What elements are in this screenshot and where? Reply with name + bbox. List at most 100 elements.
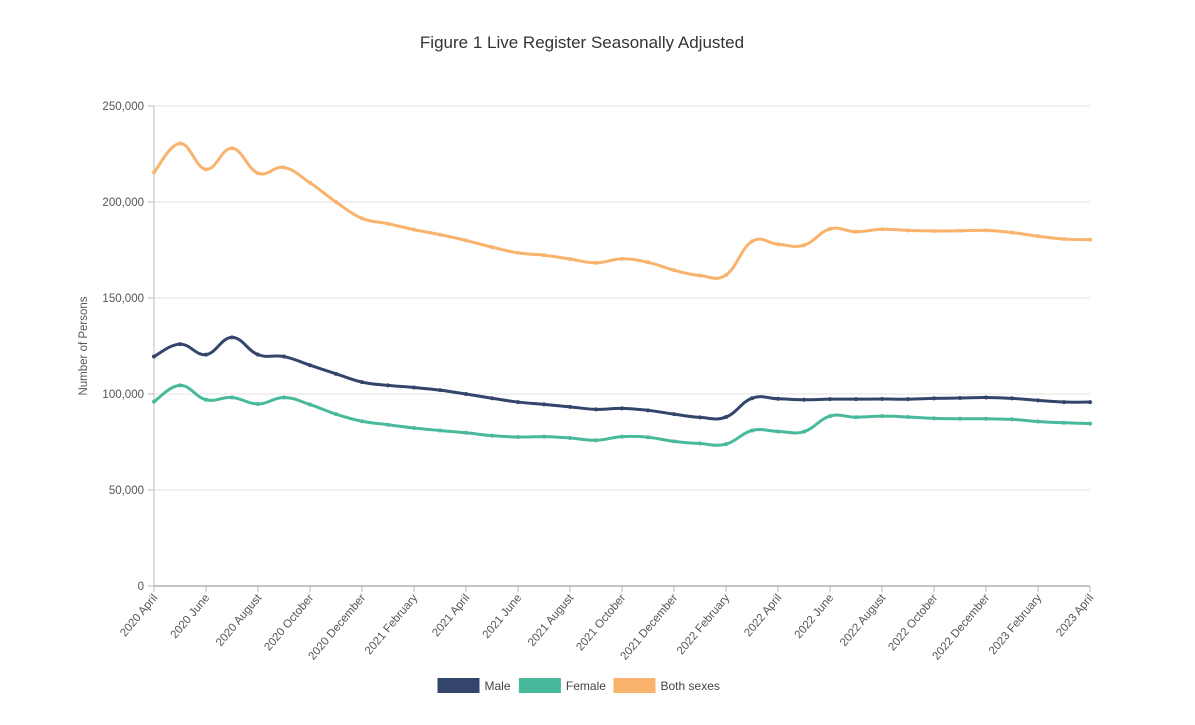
- data-point[interactable]: [1088, 400, 1092, 405]
- data-point[interactable]: [750, 428, 754, 433]
- data-point[interactable]: [984, 228, 988, 233]
- data-point[interactable]: [490, 245, 494, 250]
- data-point[interactable]: [204, 397, 208, 402]
- data-point[interactable]: [672, 439, 676, 444]
- data-point[interactable]: [594, 260, 598, 265]
- data-point[interactable]: [230, 335, 234, 340]
- data-point[interactable]: [880, 396, 884, 401]
- data-point[interactable]: [282, 395, 286, 400]
- data-point[interactable]: [568, 404, 572, 409]
- data-point[interactable]: [516, 435, 520, 440]
- data-point[interactable]: [282, 165, 286, 170]
- data-point[interactable]: [906, 415, 910, 420]
- data-point[interactable]: [776, 396, 780, 401]
- data-point[interactable]: [620, 434, 624, 439]
- data-point[interactable]: [828, 226, 832, 231]
- data-point[interactable]: [828, 397, 832, 402]
- legend-item-male[interactable]: Male: [437, 678, 511, 693]
- data-point[interactable]: [776, 242, 780, 247]
- data-point[interactable]: [1036, 419, 1040, 424]
- data-point[interactable]: [360, 419, 364, 424]
- data-point[interactable]: [386, 383, 390, 388]
- data-point[interactable]: [750, 396, 754, 401]
- data-point[interactable]: [490, 396, 494, 401]
- data-point[interactable]: [152, 399, 156, 404]
- data-point[interactable]: [360, 216, 364, 221]
- data-point[interactable]: [152, 170, 156, 175]
- data-point[interactable]: [412, 227, 416, 232]
- data-point[interactable]: [412, 385, 416, 390]
- data-point[interactable]: [802, 397, 806, 402]
- data-point[interactable]: [724, 415, 728, 420]
- data-point[interactable]: [438, 232, 442, 237]
- data-point[interactable]: [932, 396, 936, 401]
- data-point[interactable]: [958, 416, 962, 421]
- data-point[interactable]: [230, 146, 234, 151]
- data-point[interactable]: [646, 408, 650, 413]
- data-point[interactable]: [438, 428, 442, 433]
- data-point[interactable]: [698, 273, 702, 278]
- data-point[interactable]: [958, 396, 962, 401]
- data-point[interactable]: [204, 167, 208, 172]
- data-point[interactable]: [724, 272, 728, 277]
- data-point[interactable]: [984, 416, 988, 421]
- data-point[interactable]: [854, 415, 858, 420]
- data-point[interactable]: [438, 388, 442, 393]
- data-point[interactable]: [906, 397, 910, 402]
- data-point[interactable]: [620, 256, 624, 261]
- data-point[interactable]: [880, 227, 884, 232]
- data-point[interactable]: [1010, 417, 1014, 422]
- data-point[interactable]: [386, 221, 390, 226]
- data-point[interactable]: [542, 253, 546, 258]
- data-point[interactable]: [906, 228, 910, 233]
- data-point[interactable]: [230, 395, 234, 400]
- data-point[interactable]: [516, 250, 520, 255]
- data-point[interactable]: [1062, 420, 1066, 425]
- data-point[interactable]: [334, 200, 338, 204]
- data-point[interactable]: [464, 430, 468, 435]
- data-point[interactable]: [958, 228, 962, 233]
- data-point[interactable]: [568, 435, 572, 440]
- data-point[interactable]: [646, 260, 650, 265]
- data-point[interactable]: [932, 416, 936, 421]
- data-point[interactable]: [880, 414, 884, 419]
- legend-item-female[interactable]: Female: [518, 678, 606, 693]
- data-point[interactable]: [776, 429, 780, 434]
- data-point[interactable]: [282, 354, 286, 359]
- data-point[interactable]: [308, 402, 312, 407]
- data-point[interactable]: [672, 412, 676, 417]
- data-point[interactable]: [802, 243, 806, 248]
- data-point[interactable]: [750, 239, 754, 244]
- data-point[interactable]: [386, 422, 390, 427]
- data-point[interactable]: [854, 397, 858, 402]
- data-point[interactable]: [308, 363, 312, 368]
- data-point[interactable]: [802, 429, 806, 434]
- data-point[interactable]: [594, 438, 598, 443]
- data-point[interactable]: [1062, 400, 1066, 405]
- data-point[interactable]: [698, 441, 702, 446]
- data-point[interactable]: [828, 414, 832, 419]
- data-point[interactable]: [932, 228, 936, 233]
- data-point[interactable]: [568, 257, 572, 262]
- data-point[interactable]: [178, 141, 182, 146]
- data-point[interactable]: [698, 415, 702, 420]
- data-point[interactable]: [490, 433, 494, 438]
- data-point[interactable]: [152, 354, 156, 359]
- data-point[interactable]: [334, 412, 338, 417]
- data-point[interactable]: [412, 425, 416, 430]
- legend-item-both-sexes[interactable]: Both sexes: [613, 678, 720, 693]
- data-point[interactable]: [724, 442, 728, 447]
- data-point[interactable]: [646, 435, 650, 440]
- data-point[interactable]: [256, 401, 260, 406]
- data-point[interactable]: [542, 434, 546, 439]
- data-point[interactable]: [1088, 421, 1092, 426]
- data-point[interactable]: [178, 342, 182, 347]
- data-point[interactable]: [1062, 237, 1066, 242]
- data-point[interactable]: [464, 238, 468, 243]
- data-point[interactable]: [256, 171, 260, 176]
- data-point[interactable]: [360, 380, 364, 385]
- data-point[interactable]: [1010, 396, 1014, 401]
- data-point[interactable]: [334, 371, 338, 376]
- data-point[interactable]: [984, 395, 988, 400]
- data-point[interactable]: [204, 352, 208, 357]
